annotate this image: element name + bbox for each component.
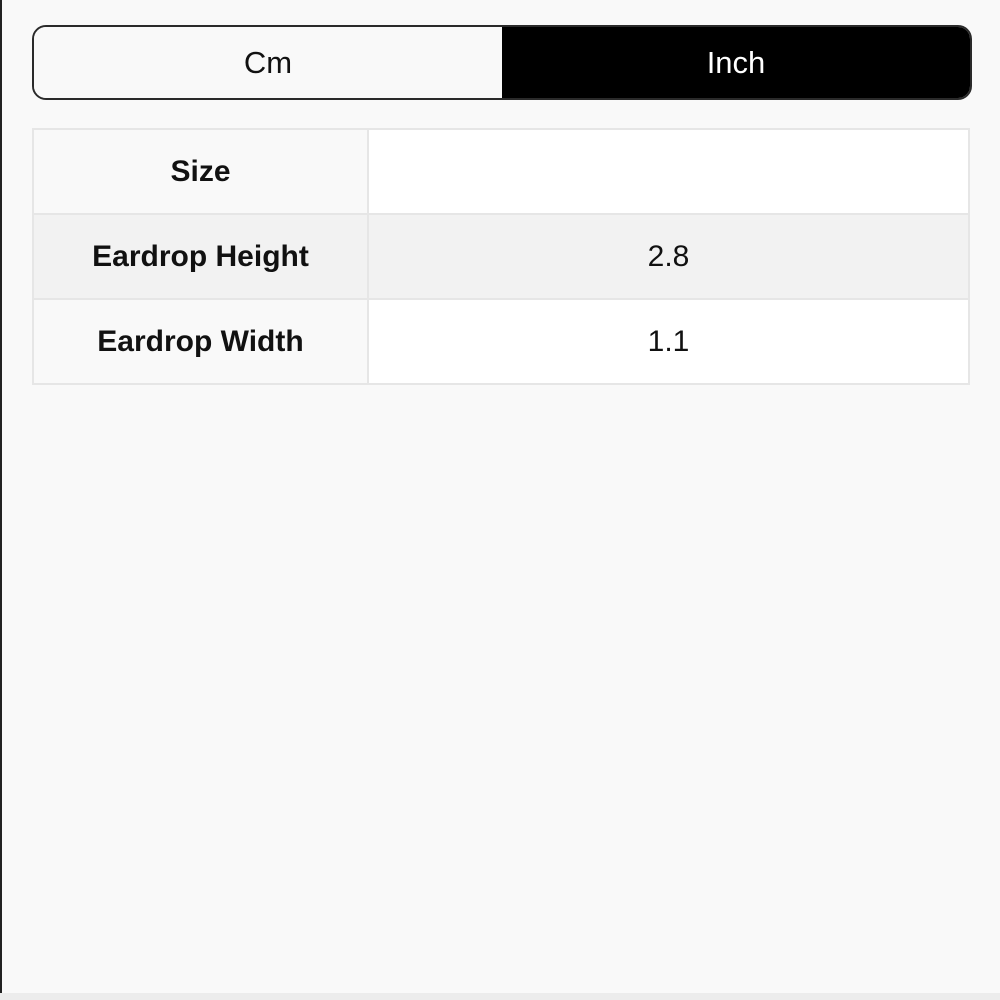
bottom-border [0, 993, 1000, 1000]
table-row: Eardrop Height 2.8 [32, 213, 970, 300]
row-value: 2.8 [367, 213, 970, 300]
table-header-row: Size [32, 128, 970, 215]
unit-option-inch[interactable]: Inch [502, 27, 970, 98]
table-row: Eardrop Width 1.1 [32, 298, 970, 385]
row-label: Eardrop Width [32, 298, 369, 385]
header-label: Size [32, 128, 369, 215]
unit-option-cm[interactable]: Cm [34, 27, 502, 98]
unit-toggle: Cm Inch [32, 25, 972, 100]
row-label: Eardrop Height [32, 213, 369, 300]
row-value: 1.1 [367, 298, 970, 385]
header-value [367, 128, 970, 215]
left-border [0, 0, 2, 1000]
size-table: Size Eardrop Height 2.8 Eardrop Width 1.… [32, 128, 970, 385]
